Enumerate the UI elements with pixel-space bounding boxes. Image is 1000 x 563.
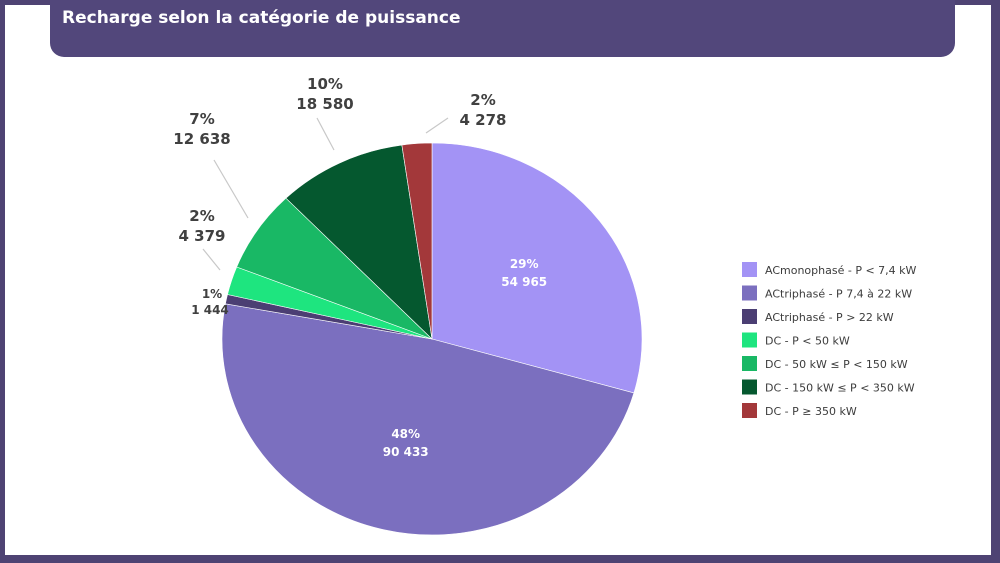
slice-pct-label: 1% — [202, 287, 222, 301]
legend-swatch — [742, 332, 757, 348]
slice-pct-label: 10% — [307, 75, 343, 93]
leader-line — [425, 117, 449, 134]
slice-pct-label: 2% — [189, 207, 214, 225]
slice-value-label: 18 580 — [296, 95, 353, 113]
legend-swatch — [742, 379, 757, 395]
legend-label: ACtriphasé - P 7,4 à 22 kW — [765, 288, 912, 301]
legend-swatch — [742, 309, 757, 324]
slice-value-label: 54 965 — [501, 275, 547, 289]
legend-label: DC - P ≥ 350 kW — [765, 405, 857, 418]
legend-swatch — [742, 403, 757, 418]
legend-swatch — [742, 356, 757, 371]
slice-value-label: 4 379 — [179, 227, 226, 245]
legend-label: DC - 150 kW ≤ P < 350 kW — [765, 382, 915, 395]
pie-slice — [431, 142, 643, 394]
title-bar: Recharge selon la catégorie de puissance — [50, 0, 955, 57]
slice-pct-label: 29% — [510, 257, 539, 271]
legend-label: DC - P < 50 kW — [765, 335, 850, 348]
legend-swatch — [742, 285, 757, 301]
pie-slice — [221, 303, 635, 536]
slice-pct-label: 7% — [189, 110, 214, 128]
slice-value-label: 90 433 — [383, 445, 429, 459]
slice-pct-label: 2% — [470, 91, 495, 109]
legend-label: DC - 50 kW ≤ P < 150 kW — [765, 358, 908, 371]
pie-slice — [285, 144, 433, 340]
slice-value-label: 12 638 — [173, 130, 230, 148]
leader-line — [316, 117, 335, 151]
legend: ACmonophasé - P < 7,4 kW ACtriphasé - P 7… — [742, 262, 917, 418]
slice-value-label: 4 278 — [460, 111, 507, 129]
legend-label: ACtriphasé - P > 22 kW — [765, 311, 894, 324]
legend-label: ACmonophasé - P < 7,4 kW — [765, 264, 917, 277]
slice-value-label: 1 444 — [191, 303, 229, 317]
leader-line — [202, 248, 221, 271]
pie-slice — [401, 142, 433, 340]
leader-line — [213, 159, 249, 219]
slice-pct-label: 48% — [391, 427, 420, 441]
chart-title: Recharge selon la catégorie de puissance — [62, 8, 461, 28]
legend-swatch — [742, 262, 757, 277]
